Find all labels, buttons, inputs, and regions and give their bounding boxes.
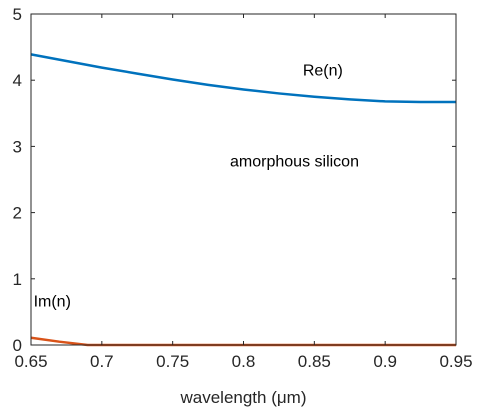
y-tick-label: 5 — [13, 5, 22, 24]
x-axis-label: wavelength (μm) — [179, 388, 306, 407]
annotation-2: Im(n) — [34, 294, 71, 311]
x-tick-label: 0.7 — [90, 352, 114, 371]
annotation-0: Re(n) — [303, 63, 343, 80]
annotation-1: amorphous silicon — [230, 153, 359, 170]
labels-layer: 0.65 0.7 0.75 0.8 0.85 0.9 0.95 0 1 2 3 4 5 — [13, 5, 473, 371]
y-tick-label: 3 — [13, 137, 22, 156]
plot-area — [31, 14, 456, 345]
y-tick-label: 0 — [13, 336, 22, 355]
x-tick-label: 0.85 — [298, 352, 331, 371]
y-tick-label: 1 — [13, 270, 22, 289]
annotations-layer: Re(n) amorphous silicon Im(n) — [34, 63, 359, 311]
y-tick-label: 2 — [13, 204, 22, 223]
x-tick-label: 0.65 — [14, 352, 47, 371]
series-line-0 — [30, 53, 456, 104]
x-tick-label: 0.9 — [373, 352, 397, 371]
x-tick-label: 0.75 — [156, 352, 189, 371]
y-tick-label: 4 — [13, 71, 22, 90]
plot-frame — [30, 13, 457, 346]
x-tick-label: 0.95 — [439, 352, 472, 371]
x-tick-label: 0.8 — [232, 352, 256, 371]
